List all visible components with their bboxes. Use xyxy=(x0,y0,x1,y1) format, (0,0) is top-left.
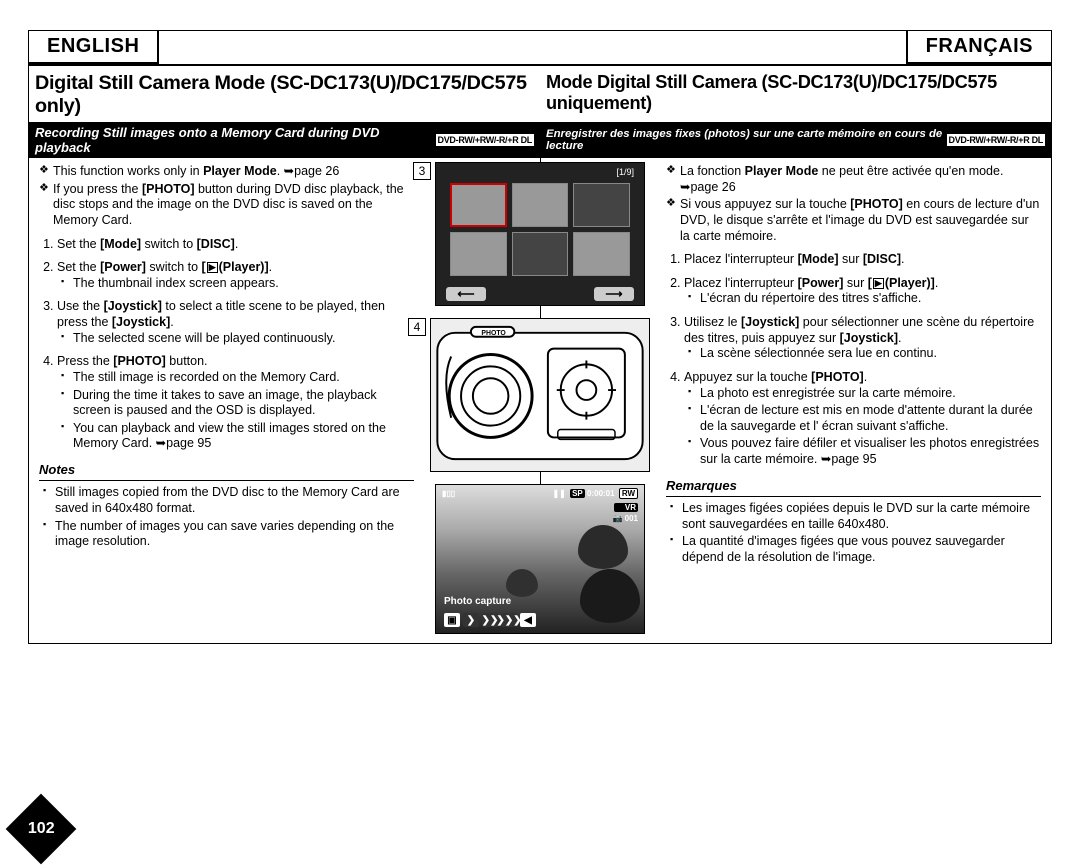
step-fr-3-sub: La scène sélectionnée sera lue en contin… xyxy=(688,346,1041,362)
subhead-fr: Enregistrer des images fixes (photos) su… xyxy=(540,122,1051,158)
note-fr-2: La quantité d'images figées que vous pou… xyxy=(670,534,1041,565)
steps-fr: Placez l'interrupteur [Mode] sur [DISC].… xyxy=(666,252,1041,468)
step-en-2-sub: The thumbnail index screen appears. xyxy=(61,276,414,292)
figure-label-3: 3 xyxy=(413,162,431,180)
lang-francais: FRANÇAIS xyxy=(906,31,1051,64)
flower-2 xyxy=(580,569,640,623)
step-en-3: Use the [Joystick] to select a title sce… xyxy=(57,299,414,346)
battery-icon: ▮▯▯ xyxy=(442,489,455,498)
osd-right: ❚❚ SP 0:00:01 RW xyxy=(552,489,638,498)
step-fr-1: Placez l'interrupteur [Mode] sur [DISC]. xyxy=(684,252,1041,268)
step-fr-4-sub2: L'écran de lecture est mis en mode d'att… xyxy=(688,403,1041,434)
svg-text:PHOTO: PHOTO xyxy=(481,330,506,337)
subhead-row: Recording Still images onto a Memory Car… xyxy=(29,122,1051,158)
note-fr-1: Les images figées copiées depuis le DVD … xyxy=(670,501,1041,532)
time-code: 0:00:01 xyxy=(587,489,615,498)
step-fr-4-sub1: La photo est enregistrée sur la carte mé… xyxy=(688,386,1041,402)
note-en-1: Still images copied from the DVD disc to… xyxy=(43,485,414,516)
notes-en: Still images copied from the DVD disc to… xyxy=(39,485,414,550)
osd-btn-1: ▣ xyxy=(444,613,460,627)
thumb-bottom-bar: ⟵ ⟶ xyxy=(446,287,634,301)
step-fr-3: Utilisez le [Joystick] pour sélectionner… xyxy=(684,315,1041,362)
sp-badge: SP xyxy=(570,489,585,498)
thumb-5 xyxy=(512,232,569,276)
language-row: ENGLISH FRANÇAIS xyxy=(29,31,1051,66)
thumb-4 xyxy=(450,232,507,276)
step-en-1: Set the [Mode] switch to [DISC]. xyxy=(57,237,414,253)
thumb-3 xyxy=(573,183,630,227)
intro-en-1: This function works only in Player Mode.… xyxy=(39,164,414,180)
figure-label-4: 4 xyxy=(408,318,426,336)
thumb-2 xyxy=(512,183,569,227)
heading-en: Digital Still Camera Mode (SC-DC173(U)/D… xyxy=(29,66,540,122)
lang-english: ENGLISH xyxy=(29,31,159,64)
disc-badge: DVD-RW/+RW/-R/+R DL xyxy=(436,134,534,146)
notes-fr: Les images figées copiées depuis le DVD … xyxy=(666,501,1041,566)
step-en-4-sub3: You can playback and view the still imag… xyxy=(61,421,414,452)
camera-illustration: PHOTO xyxy=(430,318,650,472)
osd-top: ▮▯▯ ❚❚ SP 0:00:01 RW xyxy=(442,489,638,498)
page-number: 102 xyxy=(28,820,55,838)
notes-head-fr: Remarques xyxy=(666,478,1041,497)
figure-4-wrap: 4 PHOTO xyxy=(430,318,650,472)
osd-right-col: VR 📷 001 xyxy=(612,503,638,523)
thumbnail-screen: [1/9] ⟵ ⟶ xyxy=(435,162,645,306)
flower-3 xyxy=(506,569,538,597)
subhead-fr-text: Enregistrer des images fixes (photos) su… xyxy=(546,128,943,152)
step-fr-4-sub3: Vous pouvez faire défiler et visualiser … xyxy=(688,436,1041,467)
intro-fr: La fonction Player Mode ne peut être act… xyxy=(666,164,1041,244)
step-fr-2-sub: L'écran du répertoire des titres s'affic… xyxy=(688,291,1041,307)
photo-capture-caption: Photo capture xyxy=(444,596,511,607)
osd-btn-4: ❯❯❯ xyxy=(501,613,517,627)
rw-badge: RW xyxy=(619,488,638,499)
nav-left: ⟵ xyxy=(446,287,486,301)
subhead-en-text: Recording Still images onto a Memory Car… xyxy=(35,125,432,155)
flower-1 xyxy=(578,525,628,569)
notes-head-en: Notes xyxy=(39,462,414,481)
steps-en: Set the [Mode] switch to [DISC]. Set the… xyxy=(39,237,414,453)
heading-fr: Mode Digital Still Camera (SC-DC173(U)/D… xyxy=(540,66,1051,122)
step-en-4-sub2: During the time it takes to save an imag… xyxy=(61,388,414,419)
thumb-grid xyxy=(450,183,630,276)
step-en-3-sub: The selected scene will be played contin… xyxy=(61,331,414,347)
figure-capture-wrap: ▮▯▯ ❚❚ SP 0:00:01 RW VR 📷 001 xyxy=(435,484,645,634)
step-fr-4: Appuyez sur la touche [PHOTO]. La photo … xyxy=(684,370,1041,468)
step-fr-2: Placez l'interrupteur [Power] sur [▶(Pla… xyxy=(684,276,1041,307)
heading-row: Digital Still Camera Mode (SC-DC173(U)/D… xyxy=(29,66,1051,122)
disc-badge-fr: DVD-RW/+RW/-R/+R DL xyxy=(947,134,1045,146)
subhead-en: Recording Still images onto a Memory Car… xyxy=(29,122,540,158)
intro-fr-2: Si vous appuyez sur la touche [PHOTO] en… xyxy=(666,197,1041,244)
osd-btn-5: ◀ xyxy=(520,613,536,627)
figure-3-wrap: 3 [1/9] ⟵ ⟶ xyxy=(435,162,645,306)
osd-bottom: ▣ ❯ ❯❯ ❯❯❯ ◀ xyxy=(444,613,536,627)
step-en-2: Set the [Power] switch to [▶(Player)]. T… xyxy=(57,260,414,291)
pause-icon: ❚❚ xyxy=(552,489,565,498)
thumb-6 xyxy=(573,232,630,276)
intro-fr-1: La fonction Player Mode ne peut être act… xyxy=(666,164,1041,195)
camera-svg: PHOTO xyxy=(431,319,649,471)
page-number-diamond: 102 xyxy=(6,794,77,865)
nav-right: ⟶ xyxy=(594,287,634,301)
intro-en-2: If you press the [PHOTO] button during D… xyxy=(39,182,414,229)
figure-strip: 3 [1/9] ⟵ ⟶ xyxy=(424,162,656,634)
vr-badge: VR xyxy=(614,503,638,512)
thumb-1 xyxy=(450,183,507,227)
thumb-counter: [1/9] xyxy=(616,167,634,177)
capture-screen: ▮▯▯ ❚❚ SP 0:00:01 RW VR 📷 001 xyxy=(435,484,645,634)
shot-num: 📷 001 xyxy=(612,514,638,523)
step-en-4: Press the [PHOTO] button. The still imag… xyxy=(57,354,414,452)
osd-btn-2: ❯ xyxy=(463,613,479,627)
content-row: This function works only in Player Mode.… xyxy=(29,158,1051,573)
intro-en: This function works only in Player Mode.… xyxy=(39,164,414,229)
step-en-4-sub1: The still image is recorded on the Memor… xyxy=(61,370,414,386)
manual-page: ENGLISH FRANÇAIS Digital Still Camera Mo… xyxy=(28,30,1052,644)
note-en-2: The number of images you can save varies… xyxy=(43,519,414,550)
